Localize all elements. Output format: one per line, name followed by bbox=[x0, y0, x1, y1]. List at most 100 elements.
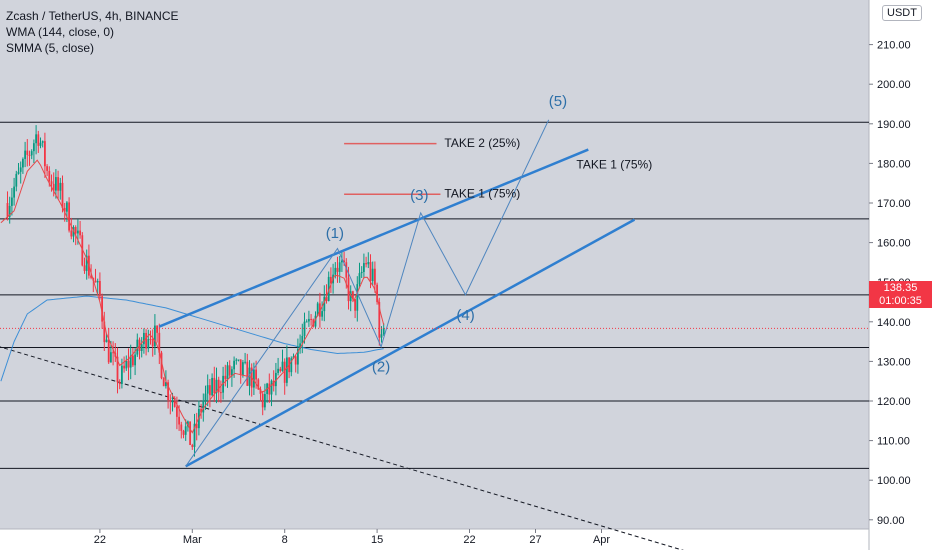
candle-body-35 bbox=[83, 265, 86, 271]
candle-body-94 bbox=[213, 377, 216, 394]
candle-body-44 bbox=[103, 321, 106, 343]
candle-body-133 bbox=[299, 343, 301, 349]
currency-button[interactable]: USDT bbox=[882, 5, 922, 21]
candle-body-68 bbox=[156, 325, 158, 333]
candle-body-109 bbox=[246, 361, 249, 386]
price-tick-label-210: 210.00 bbox=[877, 40, 911, 52]
legend-smma[interactable]: SMMA (5, close) bbox=[6, 41, 95, 55]
candle-body-129 bbox=[290, 358, 293, 373]
candle-body-28 bbox=[68, 202, 70, 231]
candle-body-132 bbox=[297, 348, 299, 365]
candle-body-96 bbox=[217, 379, 220, 393]
price-axis-background bbox=[869, 0, 932, 529]
candle-body-102 bbox=[231, 369, 233, 376]
candle-body-158 bbox=[354, 299, 356, 311]
candle-body-78 bbox=[178, 416, 180, 425]
price-tick-label-90: 90.00 bbox=[877, 515, 905, 527]
candle-body-162 bbox=[363, 263, 365, 272]
candle-body-147 bbox=[330, 276, 332, 284]
candle-body-73 bbox=[167, 382, 169, 401]
candle-body-69 bbox=[158, 332, 161, 353]
candle-body-88 bbox=[200, 408, 202, 413]
candle-body-80 bbox=[182, 430, 185, 435]
candle-body-124 bbox=[279, 368, 282, 372]
horizontal-levels[interactable] bbox=[0, 121, 869, 469]
candle-body-21 bbox=[52, 183, 55, 191]
candle-body-61 bbox=[140, 344, 143, 351]
smma-line bbox=[0, 159, 385, 434]
candle-body-2 bbox=[11, 197, 13, 206]
candle-body-99 bbox=[224, 375, 227, 380]
last-price-value: 138.35 bbox=[883, 282, 918, 294]
candle-body-84 bbox=[191, 444, 194, 447]
candle-body-5 bbox=[17, 171, 20, 174]
candle-body-75 bbox=[171, 401, 174, 403]
candle-body-151 bbox=[338, 262, 341, 272]
candle-body-150 bbox=[336, 267, 339, 272]
chart-legend: Zcash / TetherUS, 4h, BINANCE WMA (144, … bbox=[6, 8, 179, 56]
wave-path-group[interactable] bbox=[185, 119, 550, 467]
candle-body-18 bbox=[46, 166, 48, 171]
bar-countdown: 01:00:35 bbox=[879, 295, 922, 307]
candle-body-0 bbox=[6, 203, 9, 217]
candle-body-82 bbox=[187, 421, 189, 427]
candle-body-58 bbox=[134, 354, 136, 366]
candle-body-1 bbox=[8, 205, 11, 217]
candle-body-8 bbox=[24, 150, 26, 159]
candle-body-143 bbox=[321, 311, 323, 317]
price-tick-label-130: 130.00 bbox=[877, 356, 911, 368]
candle-body-163 bbox=[365, 263, 367, 265]
candle-body-123 bbox=[277, 368, 279, 373]
candle-body-22 bbox=[55, 177, 57, 191]
candle-body-63 bbox=[145, 332, 147, 349]
channel-trendline-0 bbox=[158, 148, 589, 328]
candle-body-115 bbox=[259, 389, 262, 394]
wave-label-3: (4) bbox=[456, 307, 474, 324]
candle-body-64 bbox=[147, 338, 150, 349]
candle-body-106 bbox=[239, 359, 242, 376]
candle-body-41 bbox=[96, 281, 99, 283]
trendlines[interactable] bbox=[158, 148, 636, 468]
candle-body-159 bbox=[356, 284, 359, 311]
candle-body-167 bbox=[374, 268, 376, 285]
candle-body-13 bbox=[35, 134, 37, 144]
time-tick-label-3: 15 bbox=[371, 534, 383, 546]
candle-body-4 bbox=[15, 173, 18, 187]
candle-body-138 bbox=[310, 318, 312, 320]
candle-body-156 bbox=[349, 291, 352, 302]
candle-body-10 bbox=[28, 154, 31, 156]
candle-body-157 bbox=[352, 291, 354, 300]
candle-body-55 bbox=[127, 360, 130, 368]
price-tick-label-160: 160.00 bbox=[877, 238, 911, 250]
wave-label-1: (2) bbox=[372, 358, 390, 375]
candle-body-107 bbox=[242, 362, 244, 376]
price-tick-label-140: 140.00 bbox=[877, 317, 911, 329]
candle-body-131 bbox=[294, 356, 297, 365]
candle-body-72 bbox=[165, 382, 167, 387]
legend-symbol[interactable]: Zcash / TetherUS, 4h, BINANCE bbox=[6, 9, 179, 23]
candle-body-33 bbox=[79, 230, 81, 236]
legend-wma[interactable]: WMA (144, close, 0) bbox=[6, 25, 115, 39]
candle-body-65 bbox=[149, 338, 152, 340]
candle-body-76 bbox=[173, 401, 176, 407]
candle-body-40 bbox=[94, 280, 97, 283]
candle-body-59 bbox=[136, 339, 139, 355]
take-profit-lines[interactable] bbox=[344, 142, 441, 196]
candle-body-36 bbox=[85, 255, 88, 271]
candle-body-112 bbox=[253, 369, 255, 388]
candlestick-series bbox=[6, 125, 385, 457]
candle-body-168 bbox=[376, 284, 378, 303]
candle-body-27 bbox=[66, 202, 68, 212]
candle-body-141 bbox=[316, 303, 319, 316]
wave-label-2: (3) bbox=[410, 187, 428, 204]
descending-line-group[interactable] bbox=[0, 290, 707, 550]
candle-body-3 bbox=[13, 186, 15, 198]
candle-body-85 bbox=[193, 423, 196, 447]
time-tick-label-1: Mar bbox=[183, 534, 202, 546]
candle-body-43 bbox=[101, 296, 103, 322]
candle-body-62 bbox=[143, 332, 145, 345]
candle-body-71 bbox=[162, 378, 165, 387]
price-tick-label-190: 190.00 bbox=[877, 119, 911, 131]
candle-body-70 bbox=[160, 352, 163, 379]
